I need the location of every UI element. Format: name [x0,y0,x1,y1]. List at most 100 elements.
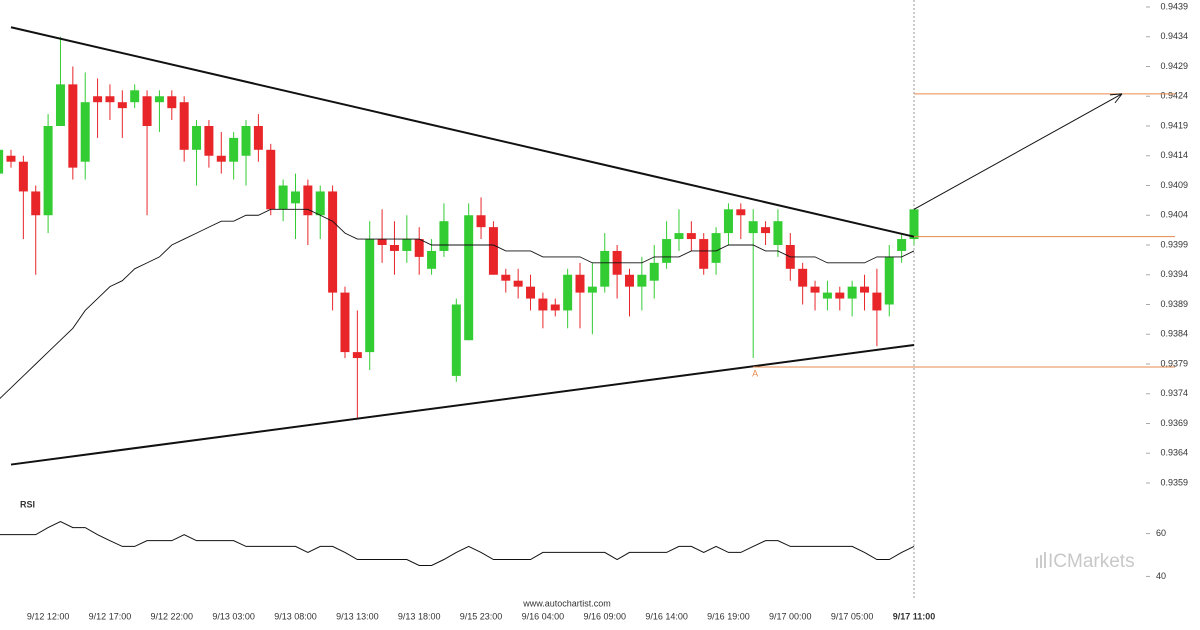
candle-body [55,84,65,126]
candle-body [587,286,597,293]
candle-body [377,239,387,245]
y-tick-label: 0.9379 [1160,358,1188,368]
y-tick-label: 0.9389 [1160,299,1188,309]
x-tick-label: 9/16 09:00 [583,611,626,621]
projection-arrow [913,93,1123,210]
x-tick-label: 9/13 03:00 [212,611,255,621]
x-tick-label: 9/12 22:00 [151,611,194,621]
candle-body [241,126,251,156]
candle-body [476,215,486,228]
rsi-tick-label: 60 [1156,528,1166,538]
x-tick-label: 9/15 23:00 [460,611,503,621]
rsi-title: RSI [20,499,35,509]
candle-body [761,227,771,234]
candle-body [575,274,585,293]
candle-body [315,191,325,216]
x-tick-label: 9/16 04:00 [522,611,565,621]
candle-body [897,239,907,251]
x-tick-label: 9/17 00:00 [769,611,812,621]
candle-body [909,209,919,240]
candle-body [563,274,573,311]
candle-body [6,155,16,162]
candle-body [130,90,140,103]
candle-body [291,191,300,204]
candle-body [389,245,399,251]
y-tick-label: 0.9374 [1160,388,1188,398]
candle-body [167,96,177,109]
candle-body [810,286,820,293]
candle-body [748,221,758,234]
candle-body [68,84,78,168]
candle-body [0,149,4,174]
candle-body [266,149,276,210]
candle-body [526,286,536,299]
x-tick-label: 9/12 17:00 [89,611,132,621]
candle-body [884,256,894,305]
source: www.autochartist.com [522,598,611,608]
candle-body [798,268,808,287]
candle-body [192,126,202,150]
candle-body [253,126,263,150]
y-tick-label: 0.9404 [1160,210,1188,220]
y-tick-label: 0.9369 [1160,418,1188,428]
y-tick-label: 0.9399 [1160,239,1188,249]
candle-body [179,102,189,150]
candle-body [142,96,152,126]
level-label: A [752,368,758,378]
candle-body [18,161,28,192]
y-tick-label: 0.9414 [1160,150,1188,160]
candle-body [600,250,610,287]
y-tick-label: 0.9364 [1160,448,1188,458]
candle-body [513,280,523,287]
x-tick-label: 9/16 19:00 [707,611,750,621]
x-tick-label: 9/17 05:00 [831,611,874,621]
candle-body [216,155,226,162]
candle-body [501,274,511,281]
candle-body [80,102,90,162]
candle-body [649,262,659,281]
watermark: ICMarkets [1048,551,1135,572]
x-tick-label: 9/13 08:00 [274,611,317,621]
trendline [10,26,915,238]
candle-body [662,239,672,263]
moving-average [0,208,915,399]
candle-body [624,274,634,287]
candle-body [93,96,103,103]
y-tick-label: 0.9409 [1160,180,1188,190]
candle-body [637,274,647,287]
candle-body [822,292,832,299]
candle-body [439,221,449,251]
y-tick-label: 0.9394 [1160,269,1188,279]
watermark-logo: ICMarkets [1036,551,1135,572]
candle-body [488,227,498,275]
candle-body [402,239,412,251]
candle-body [538,298,548,311]
candle-body [451,304,461,376]
candle-body [847,286,857,299]
candle-body [699,239,709,269]
candle-body [414,239,424,257]
x-tick-label: 9/13 13:00 [336,611,379,621]
candle-body [365,239,375,353]
candle-body [303,185,313,216]
candle-body [154,96,164,103]
candle-body [328,191,338,293]
x-tick-label: 9/12 12:00 [27,611,70,621]
x-tick-label: 9/17 11:00 [893,611,936,621]
rsi-tick-label: 40 [1156,571,1166,581]
candle-body [204,126,214,156]
candle-body [860,286,870,293]
candle-body [105,96,115,103]
candle-body [723,209,733,234]
y-tick-label: 0.9419 [1160,120,1188,130]
candle-body [736,209,746,216]
candle-body [464,215,474,341]
candle-body [31,191,41,216]
y-tick-label: 0.9429 [1160,61,1188,71]
candle-body [43,126,53,216]
y-tick-label: 0.9384 [1160,329,1188,339]
candle-body [773,221,783,245]
candle-body [872,292,882,311]
candle-body [427,250,437,269]
